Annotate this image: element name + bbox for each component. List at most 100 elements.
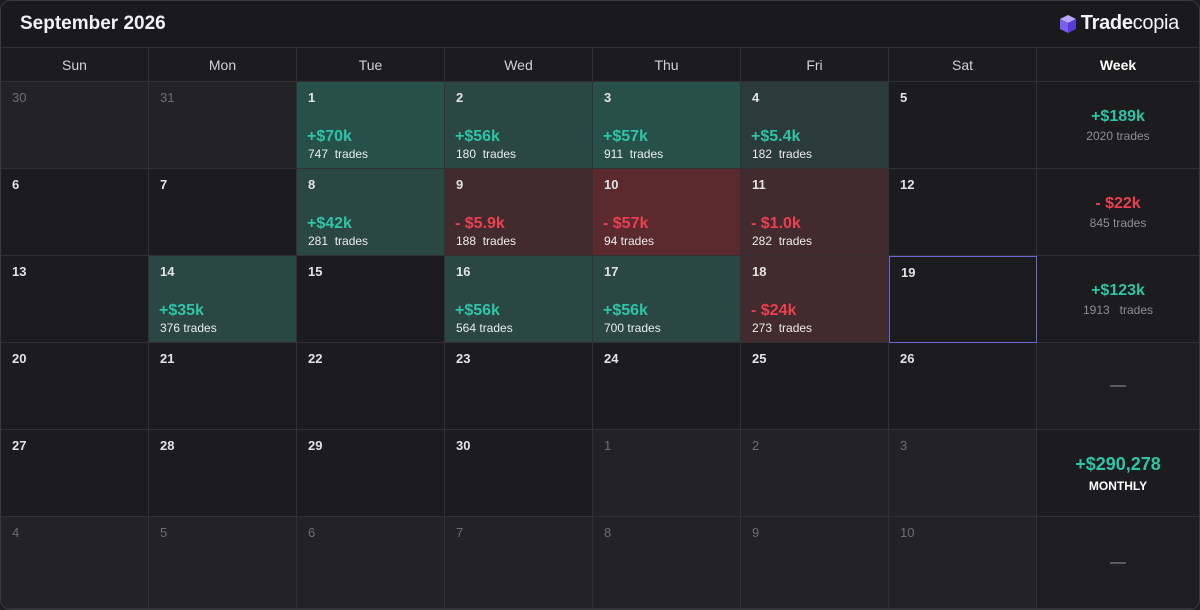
week-pnl: +$123k (1091, 281, 1145, 299)
day-number: 5 (900, 90, 908, 105)
weekday-header-sun: Sun (1, 48, 149, 82)
day-cell[interactable]: 30 (1, 82, 149, 169)
day-number: 30 (12, 90, 27, 105)
day-trade-count: 564 trades (456, 321, 513, 335)
day-pnl: +$70k (307, 128, 352, 145)
day-cell[interactable]: 1 +$70k 747 trades (297, 82, 445, 169)
day-cell[interactable]: 12 (889, 169, 1037, 256)
day-cell[interactable]: 13 (1, 256, 149, 343)
day-cell[interactable]: 10 (889, 517, 1037, 609)
day-cell[interactable]: 2 +$56k 180 trades (445, 82, 593, 169)
day-cell[interactable]: 8 (593, 517, 741, 609)
day-number: 15 (308, 264, 323, 279)
day-cell[interactable]: 5 (889, 82, 1037, 169)
week-summary: — (1037, 517, 1199, 609)
day-cell[interactable]: 15 (297, 256, 445, 343)
day-cell[interactable]: 14 +$35k 376 trades (149, 256, 297, 343)
day-number: 8 (308, 177, 316, 192)
day-cell[interactable]: 11 - $1.0k 282 trades (741, 169, 889, 256)
day-number: 23 (456, 351, 471, 366)
cube-icon (1059, 14, 1076, 33)
day-cell[interactable]: 1 (593, 430, 741, 517)
day-number: 2 (456, 90, 464, 105)
day-cell[interactable]: 9 (741, 517, 889, 609)
calendar-header: September 2026 Tradecopia (1, 1, 1199, 48)
week-summary: — (1037, 343, 1199, 430)
day-number: 10 (604, 177, 619, 192)
day-cell[interactable]: 21 (149, 343, 297, 430)
day-pnl: - $57k (603, 215, 649, 232)
week-summary: +$189k 2020 trades (1037, 82, 1199, 169)
day-cell[interactable]: 29 (297, 430, 445, 517)
day-number: 24 (604, 351, 619, 366)
day-number: 1 (308, 90, 316, 105)
day-number: 9 (752, 525, 760, 540)
day-pnl: +$5.4k (751, 128, 801, 145)
day-trade-count: 700 trades (604, 321, 661, 335)
day-number: 11 (752, 177, 766, 192)
day-cell[interactable]: 6 (297, 517, 445, 609)
day-trade-count: 273 trades (752, 321, 813, 335)
week-trade-count: 2020 trades (1086, 128, 1150, 143)
day-cell[interactable]: 8 +$42k 281 trades (297, 169, 445, 256)
day-cell[interactable]: 3 (889, 430, 1037, 517)
day-trade-count: 747 trades (308, 147, 369, 161)
month-title: September 2026 (20, 13, 166, 34)
day-number: 3 (900, 438, 908, 453)
day-cell[interactable]: 7 (445, 517, 593, 609)
weekday-header-mon: Mon (149, 48, 297, 82)
calendar-grid: Sun Mon Tue Wed Thu Fri Sat Week 30 31 1 +$70k 747 t… (1, 48, 1199, 609)
day-number: 7 (160, 177, 168, 192)
day-pnl: +$35k (159, 302, 204, 319)
day-cell[interactable]: 28 (149, 430, 297, 517)
day-pnl: +$57k (603, 128, 648, 145)
day-pnl: - $24k (751, 302, 797, 319)
day-cell[interactable]: 30 (445, 430, 593, 517)
day-number: 17 (604, 264, 619, 279)
week-summary: +$123k 1913 trades (1037, 256, 1199, 343)
day-cell[interactable]: 10 - $57k 94 trades (593, 169, 741, 256)
week-pnl: +$189k (1091, 107, 1145, 125)
weekday-header-sat: Sat (889, 48, 1037, 82)
day-cell[interactable]: 3 +$57k 911 trades (593, 82, 741, 169)
day-cell[interactable]: 25 (741, 343, 889, 430)
day-number: 1 (604, 438, 612, 453)
day-cell[interactable]: 22 (297, 343, 445, 430)
day-cell[interactable]: 4 +$5.4k 182 trades (741, 82, 889, 169)
monthly-total: +$290,278 (1075, 453, 1161, 474)
weekday-header-fri: Fri (741, 48, 889, 82)
day-cell[interactable]: 31 (149, 82, 297, 169)
day-cell[interactable]: 18 - $24k 273 trades (741, 256, 889, 343)
day-cell[interactable]: 5 (149, 517, 297, 609)
day-cell[interactable]: 7 (149, 169, 297, 256)
monthly-label: MONTHLY (1088, 478, 1148, 493)
day-number: 13 (12, 264, 27, 279)
day-trade-count: 376 trades (160, 321, 217, 335)
day-cell[interactable]: 2 (741, 430, 889, 517)
week-empty-dash: — (1110, 553, 1126, 571)
day-cell[interactable]: 26 (889, 343, 1037, 430)
day-cell[interactable]: 19 (889, 256, 1037, 343)
day-cell[interactable]: 27 (1, 430, 149, 517)
day-number: 29 (308, 438, 323, 453)
day-cell[interactable]: 9 - $5.9k 188 trades (445, 169, 593, 256)
weekday-header-thu: Thu (593, 48, 741, 82)
day-number: 8 (604, 525, 612, 540)
day-cell[interactable]: 4 (1, 517, 149, 609)
week-summary: - $22k 845 trades (1037, 169, 1199, 256)
day-number: 9 (456, 177, 464, 192)
day-cell[interactable]: 20 (1, 343, 149, 430)
day-number: 6 (308, 525, 316, 540)
day-pnl: +$42k (307, 215, 352, 232)
day-cell[interactable]: 16 +$56k 564 trades (445, 256, 593, 343)
week-summary: +$290,278 MONTHLY (1037, 430, 1199, 517)
day-number: 18 (752, 264, 767, 279)
day-cell[interactable]: 24 (593, 343, 741, 430)
day-cell[interactable]: 6 (1, 169, 149, 256)
day-cell[interactable]: 17 +$56k 700 trades (593, 256, 741, 343)
day-number: 20 (12, 351, 27, 366)
day-cell[interactable]: 23 (445, 343, 593, 430)
day-trade-count: 188 trades (456, 234, 517, 248)
day-number: 21 (160, 351, 175, 366)
